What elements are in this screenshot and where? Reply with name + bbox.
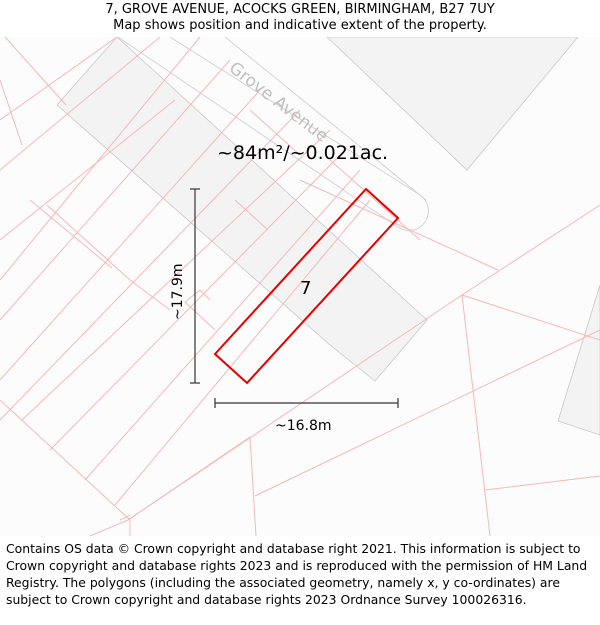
buildings-layer <box>56 37 600 436</box>
area-label: ~84m²/~0.021ac. <box>217 142 388 164</box>
building-north <box>326 37 579 171</box>
building-terrace <box>56 37 428 382</box>
map-canvas: Grove Avenue ~84m²/~0.021ac. 7 ~17.9m ~1… <box>0 37 600 536</box>
property-map[interactable]: Grove Avenue ~84m²/~0.021ac. 7 ~17.9m ~1… <box>0 37 600 536</box>
map-header: 7, GROVE AVENUE, ACOCKS GREEN, BIRMINGHA… <box>0 0 600 37</box>
copyright-notice: Contains OS data © Crown copyright and d… <box>6 540 596 608</box>
street-label: Grove Avenue <box>225 58 332 146</box>
copyright-text: Contains OS data © Crown copyright and d… <box>6 541 588 607</box>
parcels-layer <box>0 37 600 536</box>
building-east <box>557 284 600 436</box>
property-address-title: 7, GROVE AVENUE, ACOCKS GREEN, BIRMINGHA… <box>105 2 495 17</box>
plot-number-label: 7 <box>300 278 311 299</box>
street-layer <box>117 37 429 231</box>
map-subtitle: Map shows position and indicative extent… <box>113 18 487 33</box>
dimension-horizontal-label: ~16.8m <box>275 418 332 434</box>
dimension-vertical <box>190 188 200 384</box>
dimension-horizontal <box>214 398 399 408</box>
subject-property-outline[interactable] <box>213 187 400 385</box>
dimension-vertical-label: ~17.9m <box>170 263 186 320</box>
road-edge-outer <box>224 37 427 201</box>
